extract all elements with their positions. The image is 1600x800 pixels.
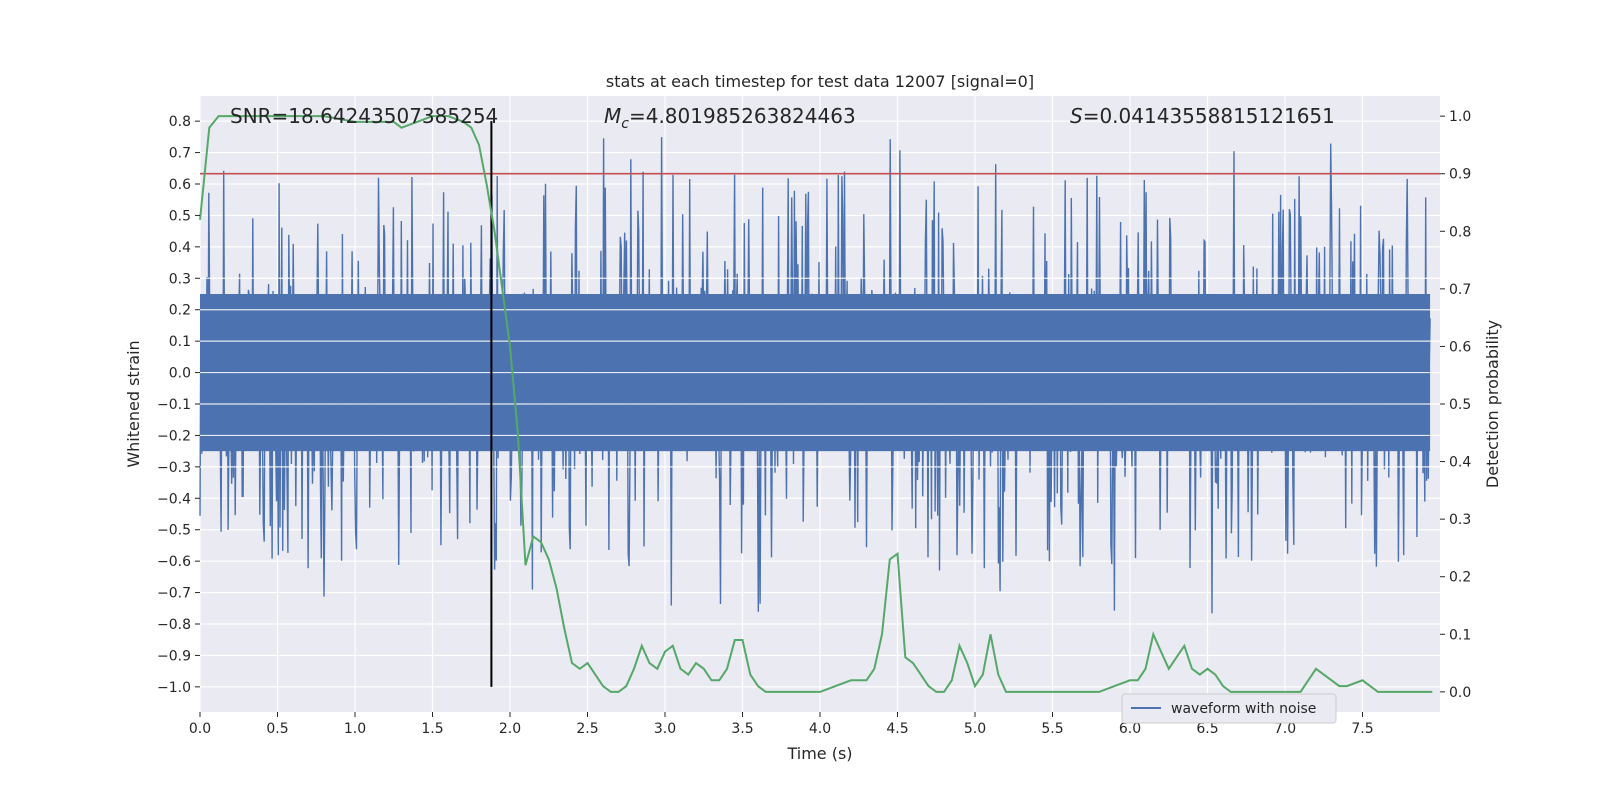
x-tick-label: 1.0 <box>344 721 366 737</box>
y2-axis-label: Detection probability <box>1483 320 1502 488</box>
waveform-series <box>199 137 1440 614</box>
x-tick-label: 4.0 <box>809 721 831 737</box>
y2-tick-label: 0.1 <box>1449 627 1471 643</box>
x-axis-ticks: 0.0 0.5 1.0 1.5 2.0 2.5 3.0 3.5 4.0 4.5 5.0 5.5 6.0 6… <box>189 712 1374 737</box>
y-tick-label: −0.2 <box>157 428 191 444</box>
x-tick-label: 3.5 <box>731 721 753 737</box>
y2-tick-label: 0.0 <box>1449 685 1471 701</box>
y-axis-ticks: 0.8 0.7 0.6 0.5 0.4 0.3 0.2 0.1 0.0 −0.1 −0.2 −0.3 −… <box>157 114 200 696</box>
chirp-mass-annotation: Mc=4.801985263824463 <box>604 104 856 132</box>
y-tick-label: 0.5 <box>169 208 191 224</box>
y-tick-label: −1.0 <box>157 680 191 696</box>
chirp-mass-value: =4.801985263824463 <box>629 104 856 128</box>
x-tick-label: 4.5 <box>886 721 908 737</box>
y2-tick-label: 0.2 <box>1449 570 1471 586</box>
y-tick-label: −0.4 <box>157 491 191 507</box>
y-tick-label: −0.5 <box>157 523 191 539</box>
x-axis-label: Time (s) <box>786 744 852 763</box>
y-axis-label: Whitened strain <box>124 340 143 467</box>
y-tick-label: 0.2 <box>169 303 191 319</box>
y2-tick-label: 0.3 <box>1449 512 1471 528</box>
snr-annotation: SNR=18.64243507385254 <box>230 104 498 128</box>
x-tick-label: 7.0 <box>1274 721 1296 737</box>
chirp-mass-symbol: M <box>604 104 621 128</box>
y-tick-label: 0.7 <box>169 146 191 162</box>
legend-entry-waveform: waveform with noise <box>1171 701 1316 717</box>
legend-box <box>1121 693 1337 724</box>
detection-probability-line <box>199 115 1433 693</box>
s-value: =0.04143558815121651 <box>1083 104 1335 128</box>
y2-axis-ticks: 1.0 0.9 0.8 0.7 0.6 0.5 0.4 0.3 0.2 0.1 0.0 <box>1440 109 1471 701</box>
s-annotation: S=0.04143558815121651 <box>1070 104 1335 128</box>
x-tick-label: 2.0 <box>499 721 521 737</box>
x-tick-label: 2.5 <box>576 721 598 737</box>
x-tick-label: 0.0 <box>189 721 211 737</box>
y2-tick-label: 0.8 <box>1449 224 1471 240</box>
y2-tick-label: 0.6 <box>1449 339 1471 355</box>
x-tick-label: 6.0 <box>1119 721 1141 737</box>
legend: waveform with noise <box>1121 693 1337 724</box>
y2-tick-label: 0.7 <box>1449 282 1471 298</box>
chirp-mass-subscript: c <box>621 116 629 132</box>
y-tick-label: −0.1 <box>157 397 191 413</box>
x-tick-label: 1.5 <box>421 721 443 737</box>
x-tick-label: 3.0 <box>654 721 676 737</box>
y2-tick-label: 0.5 <box>1449 397 1471 413</box>
s-symbol: S <box>1070 104 1083 128</box>
y-tick-label: 0.0 <box>169 366 191 382</box>
x-tick-label: 0.5 <box>266 721 288 737</box>
y-tick-label: −0.6 <box>157 554 191 570</box>
waveform-line <box>199 137 1431 614</box>
y2-tick-label: 1.0 <box>1449 109 1471 125</box>
y2-tick-label: 0.4 <box>1449 455 1471 471</box>
x-tick-label: 6.5 <box>1196 721 1218 737</box>
probability-series-group <box>199 115 1433 693</box>
y-tick-label: −0.8 <box>157 617 191 633</box>
y-tick-label: −0.7 <box>157 586 191 602</box>
y-tick-label: 0.4 <box>169 240 191 256</box>
y-tick-label: 0.3 <box>169 271 191 287</box>
y-tick-label: −0.9 <box>157 648 191 664</box>
x-tick-label: 7.5 <box>1351 721 1373 737</box>
x-tick-label: 5.5 <box>1041 721 1063 737</box>
x-tick-label: 5.0 <box>964 721 986 737</box>
y2-tick-label: 0.9 <box>1449 167 1471 183</box>
y-tick-label: 0.6 <box>169 177 191 193</box>
y-tick-label: −0.3 <box>157 460 191 476</box>
y-tick-label: 0.8 <box>169 114 191 130</box>
chart-title: stats at each timestep for test data 120… <box>606 72 1034 91</box>
y-tick-label: 0.1 <box>169 334 191 350</box>
